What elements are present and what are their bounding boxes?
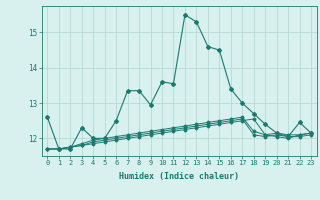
X-axis label: Humidex (Indice chaleur): Humidex (Indice chaleur)	[119, 172, 239, 181]
